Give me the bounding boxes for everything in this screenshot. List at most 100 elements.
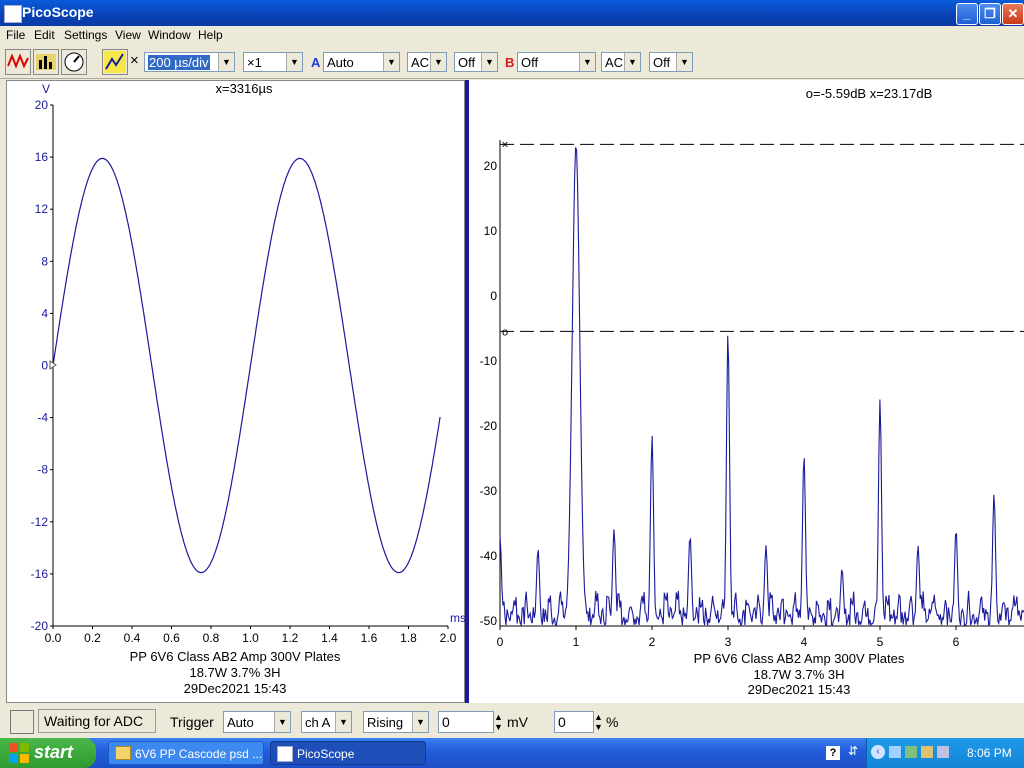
- scope-chart: V ms x=3316µs 20 16 12 8 4 0 -4 -8 -12 -16 -20 0.0…: [31, 81, 465, 696]
- channel-a-range-select[interactable]: Auto ▼: [323, 52, 400, 72]
- channel-b-extra-select[interactable]: Off ▼: [649, 52, 693, 72]
- chevron-left-icon[interactable]: ‹: [871, 745, 885, 759]
- channel-b-range-select[interactable]: Off ▼: [517, 52, 596, 72]
- spectrum-caption-line2: 18.7W 3.7% 3H: [753, 667, 844, 682]
- title-bar: PicoScope _ ❐ ✕: [0, 0, 1024, 26]
- channel-a-coupling-select[interactable]: AC ▼: [407, 52, 447, 72]
- trigger-edge-select[interactable]: Rising ▼: [363, 711, 429, 733]
- trigger-delay-spinner[interactable]: ▲ ▼: [594, 712, 603, 732]
- scope-x-tick-label: 0.2: [84, 631, 101, 645]
- cursor-x-marker[interactable]: ×: [501, 137, 508, 151]
- scope-y-tick-label: 4: [41, 306, 48, 320]
- spectrum-x-tick-label: 0: [497, 635, 504, 649]
- trigger-delay-unit: %: [606, 714, 619, 730]
- multiplier-select[interactable]: ×1 ▼: [243, 52, 303, 72]
- scope-x-tick-label: 0.6: [163, 631, 180, 645]
- minimize-button[interactable]: _: [956, 3, 978, 25]
- run-stop-button[interactable]: [10, 710, 34, 734]
- tray-app-icon[interactable]: [905, 746, 917, 758]
- picoscope-icon: [4, 5, 22, 23]
- scope-x-tick-label: 1.6: [361, 631, 378, 645]
- spectrum-x-tick-label: 1: [573, 635, 580, 649]
- scope-y-tick-label: 8: [41, 254, 48, 268]
- spectrum-y-tick-label: -50: [480, 614, 498, 628]
- auto-setup-button[interactable]: [102, 49, 128, 75]
- spectrum-view-button[interactable]: [33, 49, 59, 75]
- trigger-mode-select[interactable]: Auto ▼: [223, 711, 291, 733]
- trigger-edge-value: Rising: [367, 715, 404, 730]
- network-icon[interactable]: ⇵: [848, 744, 859, 758]
- scope-view-button[interactable]: [5, 49, 31, 75]
- scope-y-tick-label: 0: [41, 359, 48, 373]
- menu-settings[interactable]: Settings: [64, 28, 108, 42]
- trigger-delay-value: 0: [558, 714, 566, 730]
- scope-x-tick-label: 0.8: [203, 631, 220, 645]
- spectrum-y-tick-label: -30: [480, 484, 498, 498]
- chevron-down-icon: ▼: [274, 712, 290, 732]
- multiplier-value: ×1: [247, 55, 262, 70]
- scope-y-tick-label: 16: [35, 150, 49, 164]
- scope-y-tick-label: -20: [31, 619, 49, 633]
- spectrum-y-tick-label: 20: [484, 159, 498, 173]
- meter-view-button[interactable]: [61, 49, 87, 75]
- spectrum-y-tick-label: -40: [480, 549, 498, 563]
- spectrum-trace: [499, 147, 1024, 628]
- scope-x-tick-label: 1.0: [242, 631, 259, 645]
- trigger-channel-select[interactable]: ch A ▼: [301, 711, 352, 733]
- spectrum-y-tick-label: 10: [484, 224, 498, 238]
- start-label: start: [34, 742, 74, 762]
- taskbar-item-picoscope[interactable]: PicoScope: [270, 741, 426, 765]
- menu-file[interactable]: File: [6, 28, 26, 42]
- scope-cursor-readout: x=3316µs: [215, 81, 273, 96]
- menu-edit[interactable]: Edit: [34, 28, 55, 42]
- scope-y-tick-label: -16: [31, 567, 49, 581]
- timebase-select[interactable]: 200 µs/div ▼: [144, 52, 235, 72]
- maximize-button[interactable]: ❐: [979, 3, 1001, 25]
- menu-bar: File Edit Settings View Window Help: [0, 26, 1024, 44]
- channel-a-range-value: Auto: [327, 55, 354, 70]
- view-splitter[interactable]: [465, 80, 469, 703]
- channel-b-range-value: Off: [521, 55, 539, 70]
- folder-icon: [115, 746, 131, 760]
- start-button[interactable]: start: [0, 738, 96, 768]
- channel-a-extra-select[interactable]: Off ▼: [454, 52, 498, 72]
- taskbar-item-picoscope-label: PicoScope: [297, 747, 355, 761]
- menu-window[interactable]: Window: [148, 28, 191, 42]
- scope-x-tick-label: 1.8: [400, 631, 417, 645]
- close-button[interactable]: ✕: [1002, 3, 1024, 25]
- trigger-level-spinner[interactable]: ▲ ▼: [494, 712, 503, 732]
- channel-b-label: B: [505, 55, 515, 70]
- spectrum-y-tick-label: -20: [480, 419, 498, 433]
- tray-security-icon[interactable]: [921, 746, 933, 758]
- tray-display-icon[interactable]: [889, 746, 901, 758]
- spectrum-x-tick-label: 3: [725, 635, 732, 649]
- help-icon[interactable]: ?: [826, 746, 840, 760]
- scope-y-unit: V: [42, 82, 50, 96]
- spectrum-y-tick-label: -10: [480, 354, 498, 368]
- zero-level-marker-icon[interactable]: [49, 360, 57, 370]
- cursor-o-marker[interactable]: o: [502, 326, 508, 338]
- scope-caption-line2: 18.7W 3.7% 3H: [189, 665, 280, 680]
- channel-a-coupling-value: AC: [411, 55, 430, 70]
- tray-volume-icon[interactable]: [937, 746, 949, 758]
- scope-y-tick-label: 20: [35, 98, 49, 112]
- taskbar: start 6V6 PP Cascode psd ... PicoScope ?…: [0, 738, 1024, 768]
- toolbar: × 200 µs/div ▼ ×1 ▼ A Auto ▼ AC ▼ Off ▼ …: [0, 44, 1024, 79]
- spectrum-caption-line1: PP 6V6 Class AB2 Amp 300V Plates: [694, 651, 905, 666]
- spectrum-view[interactable]: o=-5.59dB x=23.17dB 20 10 0 -10 -20 -30 -40 -50…: [469, 80, 1024, 703]
- trigger-delay-input[interactable]: 0: [554, 711, 594, 733]
- chevron-down-icon: ▼: [624, 53, 640, 71]
- spectrum-x-tick-label: 5: [877, 635, 884, 649]
- scope-y-tick-label: -4: [37, 411, 48, 425]
- scope-view[interactable]: V ms x=3316µs 20 16 12 8 4 0 -4 -8 -12 -16 -20 0.0…: [6, 80, 465, 703]
- taskbar-item-folder-label: 6V6 PP Cascode psd ...: [135, 747, 263, 761]
- taskbar-item-folder[interactable]: 6V6 PP Cascode psd ...: [108, 741, 264, 765]
- menu-help[interactable]: Help: [198, 28, 223, 42]
- scope-x-unit: ms: [450, 611, 465, 625]
- trigger-level-input[interactable]: 0: [438, 711, 494, 733]
- scope-caption-line1: PP 6V6 Class AB2 Amp 300V Plates: [130, 649, 341, 664]
- spectrum-chart: o=-5.59dB x=23.17dB 20100-10-20-30-40-50…: [480, 86, 1024, 697]
- menu-view[interactable]: View: [115, 28, 141, 42]
- status-text: Waiting for ADC: [44, 713, 144, 729]
- channel-b-coupling-select[interactable]: AC ▼: [601, 52, 641, 72]
